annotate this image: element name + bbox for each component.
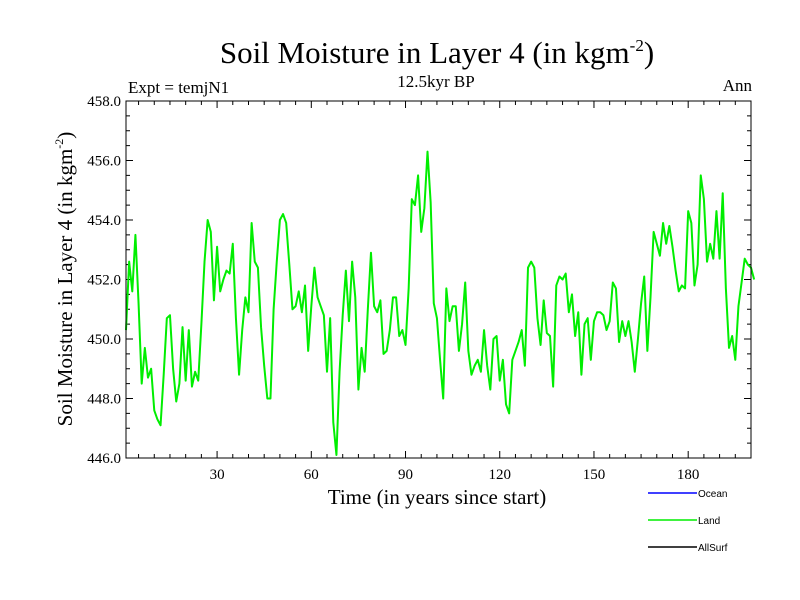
x-axis-label: Time (in years since start) — [328, 485, 547, 509]
season-label: Ann — [723, 76, 753, 95]
chart-title-superscript: -2 — [630, 36, 644, 55]
y-axis-label: Soil Moisture in Layer 4 (in kgm-2) — [52, 132, 77, 427]
x-tick-label: 30 — [210, 467, 225, 483]
series-layer — [125, 150, 756, 457]
legend-label-land: Land — [698, 516, 720, 527]
legend-label-allsurf: AllSurf — [698, 543, 728, 554]
x-tick-label: 180 — [677, 467, 700, 483]
y-tick-label: 450.0 — [87, 332, 121, 348]
chart-title-main: Soil Moisture in Layer 4 (in kgm — [220, 35, 630, 70]
plot-frame — [125, 100, 752, 459]
chart-subtitle: 12.5kyr BP — [397, 72, 474, 91]
y-tick-label: 446.0 — [87, 451, 121, 467]
y-tick-label: 454.0 — [87, 213, 121, 229]
y-tick-label: 452.0 — [87, 273, 121, 289]
y-axis-label-close: ) — [53, 132, 77, 139]
x-tick-label: 60 — [304, 467, 319, 483]
legend-label-ocean: Ocean — [698, 489, 727, 500]
series-line-land — [125, 150, 756, 457]
legend: Ocean Land AllSurf — [648, 489, 728, 554]
y-tick-label: 448.0 — [87, 392, 121, 408]
chart-title: Soil Moisture in Layer 4 (in kgm-2) — [220, 35, 654, 70]
experiment-label: Expt = temjN1 — [128, 78, 229, 97]
x-tick-label: 120 — [488, 467, 511, 483]
x-tick-label: 150 — [583, 467, 606, 483]
chart-title-close: ) — [644, 35, 654, 70]
y-tick-label: 458.0 — [87, 94, 121, 110]
y-tick-label: 456.0 — [87, 154, 121, 170]
x-tick-label: 90 — [398, 467, 413, 483]
y-axis-label-superscript: -2 — [52, 139, 66, 149]
y-axis-label-main: Soil Moisture in Layer 4 (in kgm — [53, 149, 77, 427]
